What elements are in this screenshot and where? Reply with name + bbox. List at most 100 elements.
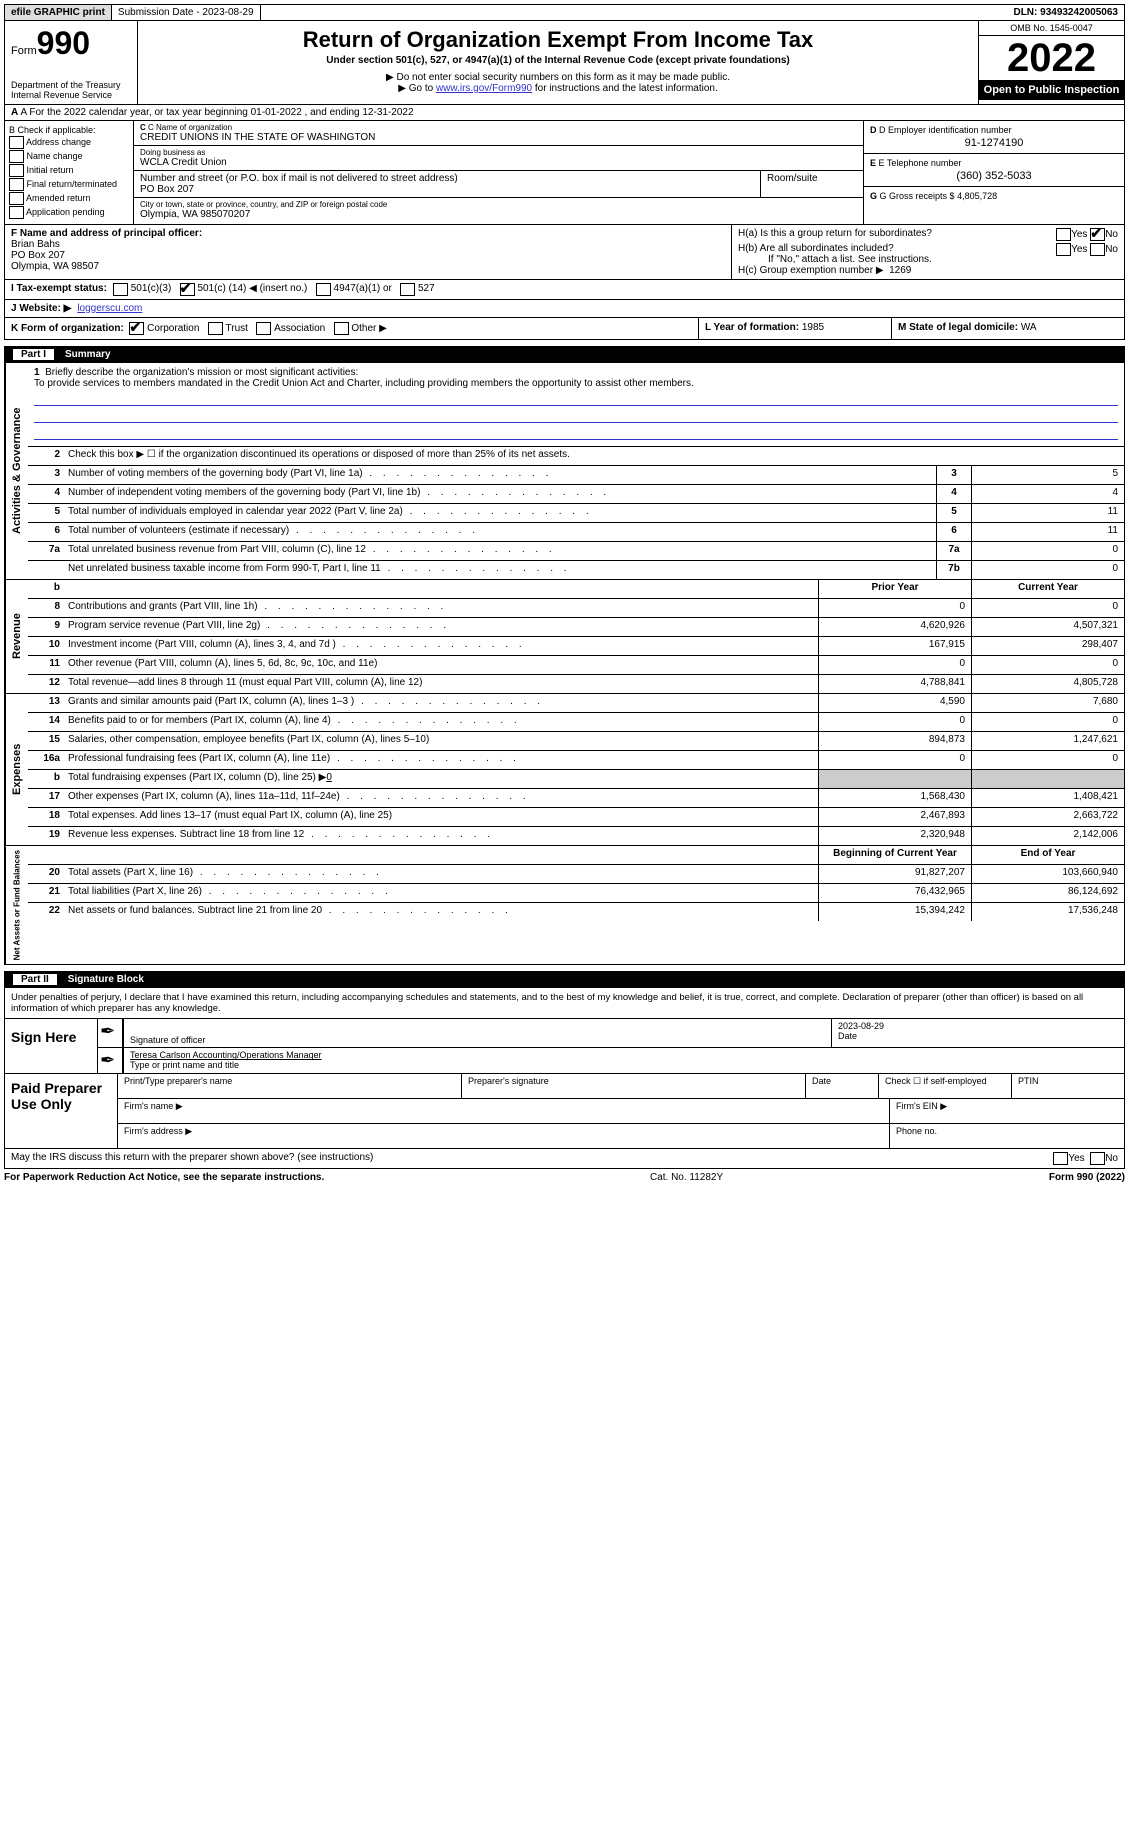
- line7a: Total unrelated business revenue from Pa…: [68, 544, 366, 555]
- sig-date-value: 2023-08-29: [838, 1021, 1118, 1031]
- col-b-checkboxes: B Check if applicable: Address change Na…: [5, 121, 134, 224]
- ein-value: 91-1274190: [870, 135, 1118, 149]
- cb-name-change[interactable]: Name change: [9, 150, 129, 163]
- sign-here-label: Sign Here: [5, 1019, 98, 1073]
- ha-no[interactable]: [1090, 228, 1105, 241]
- line14: Benefits paid to or for members (Part IX…: [68, 715, 331, 726]
- paid-preparer-block: Paid Preparer Use Only Print/Type prepar…: [4, 1074, 1125, 1149]
- discuss-yes[interactable]: [1053, 1152, 1068, 1165]
- hdr-end: End of Year: [971, 846, 1124, 864]
- val3: 5: [971, 466, 1124, 484]
- tax-year: 2022: [979, 36, 1124, 80]
- sig-date-label: Date: [838, 1031, 1118, 1041]
- activities-governance-section: Activities & Governance 1 Briefly descri…: [4, 363, 1125, 580]
- officer-city: Olympia, WA 98507: [11, 261, 725, 272]
- mission-q: Briefly describe the organization's miss…: [45, 367, 358, 378]
- cb-initial-return[interactable]: Initial return: [9, 164, 129, 177]
- cb-527[interactable]: [400, 283, 415, 296]
- irs-link[interactable]: www.irs.gov/Form990: [436, 83, 532, 94]
- line17: Other expenses (Part IX, column (A), lin…: [68, 791, 340, 802]
- v9c: 4,507,321: [971, 618, 1124, 636]
- discuss-no[interactable]: [1090, 1152, 1105, 1165]
- cb-address-change[interactable]: Address change: [9, 136, 129, 149]
- hb-no[interactable]: [1090, 243, 1105, 256]
- efile-print-button[interactable]: efile GRAPHIC print: [5, 5, 112, 20]
- line4: Number of independent voting members of …: [68, 487, 420, 498]
- cb-app-pending[interactable]: Application pending: [9, 206, 129, 219]
- side-activities: Activities & Governance: [5, 363, 28, 579]
- website-link[interactable]: loggerscu.com: [77, 303, 142, 314]
- v11p: 0: [818, 656, 971, 674]
- cb-corporation[interactable]: [129, 322, 144, 335]
- v19p: 2,320,948: [818, 827, 971, 845]
- state-domicile: WA: [1021, 322, 1037, 333]
- val7b: 0: [971, 561, 1124, 579]
- line10: Investment income (Part VIII, column (A)…: [68, 639, 336, 650]
- ha-yes[interactable]: [1056, 228, 1071, 241]
- city-label: City or town, state or province, country…: [140, 200, 857, 209]
- cb-501c[interactable]: [180, 283, 195, 296]
- v20p: 91,827,207: [818, 865, 971, 883]
- form-note-ssn: ▶ Do not enter social security numbers o…: [142, 72, 974, 83]
- phone-label: E Telephone number: [879, 158, 962, 168]
- side-revenue: Revenue: [5, 580, 28, 693]
- line16b: Total fundraising expenses (Part IX, col…: [68, 772, 326, 783]
- signature-intro: Under penalties of perjury, I declare th…: [4, 988, 1125, 1018]
- v17p: 1,568,430: [818, 789, 971, 807]
- pen-icon-2: ✒: [98, 1048, 124, 1073]
- line18: Total expenses. Add lines 13–17 (must eq…: [68, 810, 392, 821]
- v19c: 2,142,006: [971, 827, 1124, 845]
- hb-yes[interactable]: [1056, 243, 1071, 256]
- form-header: Form990 Department of the Treasury Inter…: [4, 21, 1125, 105]
- f-label: F Name and address of principal officer:: [11, 228, 202, 239]
- line12: Total revenue—add lines 8 through 11 (mu…: [68, 677, 422, 688]
- firm-name-label: Firm's name ▶: [118, 1099, 890, 1123]
- cb-501c3[interactable]: [113, 283, 128, 296]
- block-f-h: F Name and address of principal officer:…: [4, 225, 1125, 280]
- revenue-section: Revenue bPrior YearCurrent Year 8Contrib…: [4, 580, 1125, 694]
- line8: Contributions and grants (Part VIII, lin…: [68, 601, 258, 612]
- v15p: 894,873: [818, 732, 971, 750]
- omb-number: OMB No. 1545-0047: [979, 21, 1124, 36]
- ha-label: H(a) Is this a group return for subordin…: [738, 228, 932, 239]
- gross-receipts-label: G Gross receipts $: [880, 191, 958, 201]
- ein-label: D Employer identification number: [879, 125, 1012, 135]
- val5: 11: [971, 504, 1124, 522]
- phone-value: (360) 352-5033: [870, 168, 1118, 182]
- dln: DLN: 93493242005063: [1007, 5, 1124, 20]
- dept-treasury: Department of the Treasury: [11, 80, 131, 90]
- officer-name-title: Teresa Carlson Accounting/Operations Man…: [130, 1050, 322, 1060]
- cb-4947[interactable]: [316, 283, 331, 296]
- prep-check-label: Check ☐ if self-employed: [879, 1074, 1012, 1098]
- v16bc-shade: [971, 770, 1124, 788]
- v16ac: 0: [971, 751, 1124, 769]
- part1-header: Part ISummary: [4, 346, 1125, 363]
- v16ap: 0: [818, 751, 971, 769]
- paid-preparer-label: Paid Preparer Use Only: [5, 1074, 118, 1148]
- form-note-link: ▶ Go to www.irs.gov/Form990 for instruct…: [142, 83, 974, 94]
- cb-amended[interactable]: Amended return: [9, 192, 129, 205]
- gross-receipts-value: 4,805,728: [957, 191, 997, 201]
- cat-no: Cat. No. 11282Y: [324, 1172, 1049, 1183]
- v18c: 2,663,722: [971, 808, 1124, 826]
- expenses-section: Expenses 13Grants and similar amounts pa…: [4, 694, 1125, 846]
- v16bp-shade: [818, 770, 971, 788]
- v13p: 4,590: [818, 694, 971, 712]
- line5: Total number of individuals employed in …: [68, 506, 403, 517]
- line19: Revenue less expenses. Subtract line 18 …: [68, 829, 304, 840]
- cb-final-return[interactable]: Final return/terminated: [9, 178, 129, 191]
- part2-header: Part IISignature Block: [4, 971, 1125, 988]
- cb-association[interactable]: [256, 322, 271, 335]
- col-c-org-info: C C Name of organization CREDIT UNIONS I…: [134, 121, 863, 224]
- sig-officer-label: Signature of officer: [130, 1035, 825, 1045]
- v12c: 4,805,728: [971, 675, 1124, 693]
- irs-label: Internal Revenue Service: [11, 90, 131, 100]
- cb-other[interactable]: [334, 322, 349, 335]
- hdr-prior: Prior Year: [818, 580, 971, 598]
- v10p: 167,915: [818, 637, 971, 655]
- cb-trust[interactable]: [208, 322, 223, 335]
- org-name: CREDIT UNIONS IN THE STATE OF WASHINGTON: [140, 132, 857, 143]
- line22: Net assets or fund balances. Subtract li…: [68, 905, 322, 916]
- row-i-tax-status: I Tax-exempt status: 501(c)(3) 501(c) (1…: [4, 280, 1125, 300]
- row-k-l-m: K Form of organization: Corporation Trus…: [4, 318, 1125, 340]
